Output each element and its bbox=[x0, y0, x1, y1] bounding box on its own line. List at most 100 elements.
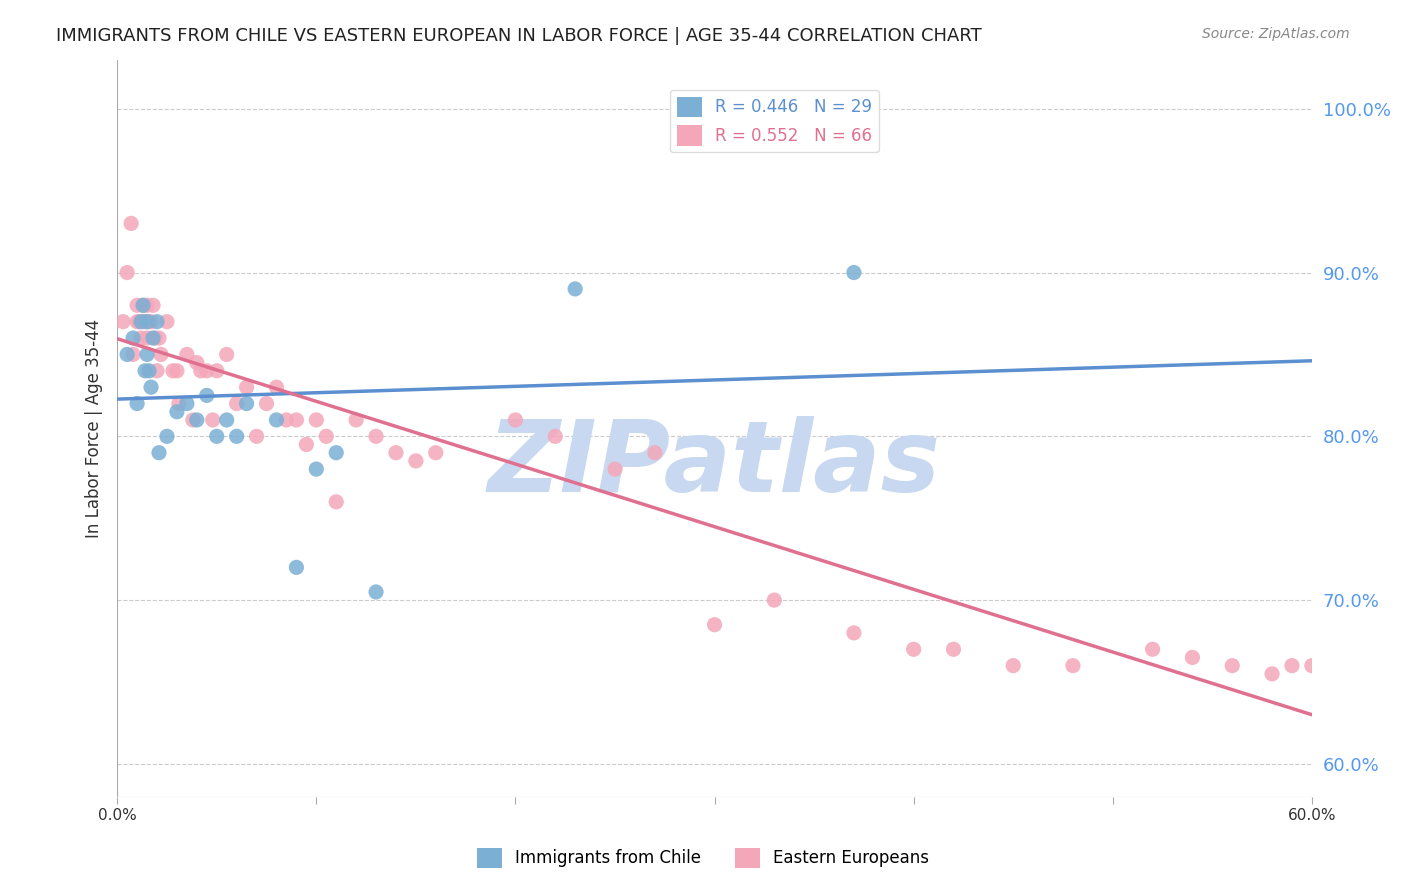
Text: Source: ZipAtlas.com: Source: ZipAtlas.com bbox=[1202, 27, 1350, 41]
Point bbox=[285, 413, 308, 427]
Point bbox=[142, 298, 165, 312]
Point bbox=[129, 315, 152, 329]
Point bbox=[1002, 658, 1025, 673]
Point bbox=[305, 462, 328, 476]
Point bbox=[146, 315, 169, 329]
Point bbox=[344, 413, 367, 427]
Point bbox=[148, 331, 170, 345]
Point bbox=[285, 560, 308, 574]
Point bbox=[139, 380, 162, 394]
Point bbox=[112, 315, 135, 329]
Point bbox=[138, 315, 160, 329]
Point bbox=[903, 642, 925, 657]
Point bbox=[1261, 666, 1284, 681]
Point bbox=[201, 413, 224, 427]
Text: ZIPatlas: ZIPatlas bbox=[488, 417, 941, 514]
Point bbox=[195, 388, 218, 402]
Point bbox=[842, 266, 865, 280]
Point bbox=[128, 315, 150, 329]
Point bbox=[166, 405, 188, 419]
Point bbox=[1301, 658, 1323, 673]
Point bbox=[325, 446, 347, 460]
Point bbox=[167, 396, 190, 410]
Point bbox=[405, 454, 427, 468]
Point bbox=[364, 585, 387, 599]
Point bbox=[136, 315, 159, 329]
Point bbox=[134, 364, 156, 378]
Point bbox=[644, 446, 666, 460]
Point bbox=[215, 413, 238, 427]
Point bbox=[150, 347, 173, 361]
Point bbox=[266, 413, 288, 427]
Point bbox=[1181, 650, 1204, 665]
Point bbox=[225, 429, 247, 443]
Point bbox=[143, 331, 166, 345]
Point bbox=[156, 315, 179, 329]
Point bbox=[186, 356, 208, 370]
Point bbox=[181, 413, 204, 427]
Point bbox=[176, 347, 198, 361]
Text: IMMIGRANTS FROM CHILE VS EASTERN EUROPEAN IN LABOR FORCE | AGE 35-44 CORRELATION: IMMIGRANTS FROM CHILE VS EASTERN EUROPEA… bbox=[56, 27, 981, 45]
Point bbox=[120, 216, 142, 230]
Point bbox=[425, 446, 447, 460]
Point bbox=[138, 364, 160, 378]
Point bbox=[136, 298, 159, 312]
Point bbox=[148, 446, 170, 460]
Point bbox=[195, 364, 218, 378]
Point bbox=[266, 380, 288, 394]
Point bbox=[1281, 658, 1303, 673]
Point bbox=[127, 315, 149, 329]
Point bbox=[176, 396, 198, 410]
Point bbox=[235, 380, 257, 394]
Point bbox=[305, 413, 328, 427]
Point bbox=[127, 298, 149, 312]
Point bbox=[225, 396, 247, 410]
Point bbox=[315, 429, 337, 443]
Point bbox=[115, 266, 138, 280]
Point bbox=[1320, 634, 1343, 648]
Point bbox=[544, 429, 567, 443]
Point bbox=[122, 331, 145, 345]
Point bbox=[842, 626, 865, 640]
Point bbox=[132, 315, 155, 329]
Point bbox=[235, 396, 257, 410]
Point bbox=[385, 446, 408, 460]
Y-axis label: In Labor Force | Age 35-44: In Labor Force | Age 35-44 bbox=[86, 318, 103, 538]
Point bbox=[162, 364, 184, 378]
Point bbox=[1142, 642, 1164, 657]
Legend: Immigrants from Chile, Eastern Europeans: Immigrants from Chile, Eastern Europeans bbox=[471, 841, 935, 875]
Point bbox=[166, 364, 188, 378]
Point bbox=[127, 396, 149, 410]
Point bbox=[132, 298, 155, 312]
Point bbox=[256, 396, 278, 410]
Point bbox=[156, 429, 179, 443]
Point bbox=[245, 429, 267, 443]
Point bbox=[132, 298, 155, 312]
Point bbox=[136, 347, 159, 361]
Point bbox=[564, 282, 586, 296]
Point bbox=[364, 429, 387, 443]
Point bbox=[122, 347, 145, 361]
Point bbox=[186, 413, 208, 427]
Point bbox=[139, 315, 162, 329]
Point bbox=[942, 642, 965, 657]
Point bbox=[1062, 658, 1084, 673]
Point bbox=[505, 413, 527, 427]
Point bbox=[295, 437, 318, 451]
Point bbox=[115, 347, 138, 361]
Point bbox=[276, 413, 298, 427]
Point bbox=[325, 495, 347, 509]
Point bbox=[1220, 658, 1243, 673]
Point bbox=[129, 331, 152, 345]
Point bbox=[190, 364, 212, 378]
Point bbox=[703, 617, 725, 632]
Point bbox=[603, 462, 626, 476]
Legend: R = 0.446   N = 29, R = 0.552   N = 66: R = 0.446 N = 29, R = 0.552 N = 66 bbox=[669, 90, 879, 153]
Point bbox=[146, 364, 169, 378]
Point bbox=[215, 347, 238, 361]
Point bbox=[205, 364, 228, 378]
Point bbox=[142, 331, 165, 345]
Point bbox=[763, 593, 786, 607]
Point bbox=[134, 315, 156, 329]
Point bbox=[205, 429, 228, 443]
